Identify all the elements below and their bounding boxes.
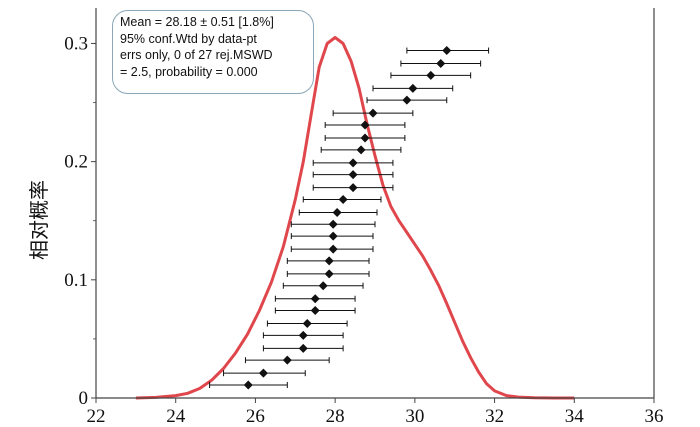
diamond-marker [282,355,292,365]
data-point [390,70,472,80]
x-tick-label: 36 [645,406,664,427]
y-tick-label: 0.1 [64,270,88,291]
diamond-marker [436,59,446,69]
diamond-marker [356,145,366,155]
x-tick-label: 30 [405,406,424,427]
data-point [366,95,448,105]
y-tick-label: 0.3 [64,33,88,54]
data-point [332,108,414,118]
annotation-line: errs only, 0 of 27 rej.MSWD [120,48,273,62]
diamond-marker [324,269,334,279]
data-point [223,368,306,378]
data-point [312,183,394,193]
diamond-marker [368,108,378,118]
diamond-marker [426,70,436,80]
diamond-marker [318,281,328,291]
data-point [320,145,402,155]
data-points-layer [209,46,490,390]
diamond-marker [310,294,320,304]
diamond-marker [338,194,348,204]
data-point [262,330,344,340]
y-axis-label: 相对概率 [27,180,51,260]
data-point [274,294,356,304]
y-tick-label: 0.2 [64,152,88,173]
diamond-marker [442,46,452,56]
diamond-marker [328,244,338,254]
diamond-marker [243,380,253,390]
data-point [302,194,382,204]
data-point [286,256,370,266]
data-point [324,133,406,143]
x-tick-label: 22 [87,406,106,427]
diamond-marker [328,219,338,229]
diamond-marker [402,95,412,105]
data-point [372,83,454,93]
y-tick-label: 0 [79,388,89,409]
data-point [290,231,374,241]
diamond-marker [348,158,358,168]
diamond-marker [298,343,308,353]
data-point [324,120,406,130]
data-point [290,219,376,229]
tick-labels-layer: 22 24 26 28 30 32 34 36 0 0.1 0.2 0.3 [64,33,663,427]
diamond-marker [360,120,370,130]
diamond-marker [332,207,342,217]
data-point [406,46,490,56]
diamond-marker [348,183,358,193]
diamond-marker [360,133,370,143]
annotation-line: 95% conf.Wtd by data-pt [120,31,257,46]
annotation-line: = 2.5, probability = 0.000 [120,64,258,79]
data-point [244,355,330,365]
x-tick-label: 24 [166,406,186,427]
diamond-marker [408,83,418,93]
data-point [282,281,364,291]
diamond-marker [348,170,358,180]
data-point [312,158,394,168]
diamond-marker [328,231,338,241]
diamond-marker [258,368,268,378]
diamond-marker [324,256,334,266]
data-point [266,319,348,329]
annotation-line: Mean = 28.18 ± 0.51 [1.8%] [120,15,274,29]
data-point [290,244,374,254]
data-point [286,269,370,279]
data-point [274,306,356,316]
diamond-marker [302,319,312,329]
data-point [312,170,394,180]
data-point [262,343,344,353]
data-point [400,59,482,69]
data-point [209,380,288,390]
x-tick-label: 26 [246,406,265,427]
x-tick-label: 28 [326,406,345,427]
diamond-marker [298,330,308,340]
data-point [298,207,378,217]
diamond-marker [310,306,320,316]
axes-layer [91,8,655,403]
x-tick-label: 32 [485,406,504,427]
x-tick-label: 34 [565,406,585,427]
statistics-annotation-box: Mean = 28.18 ± 0.51 [1.8%] 95% conf.Wtd … [112,10,314,94]
